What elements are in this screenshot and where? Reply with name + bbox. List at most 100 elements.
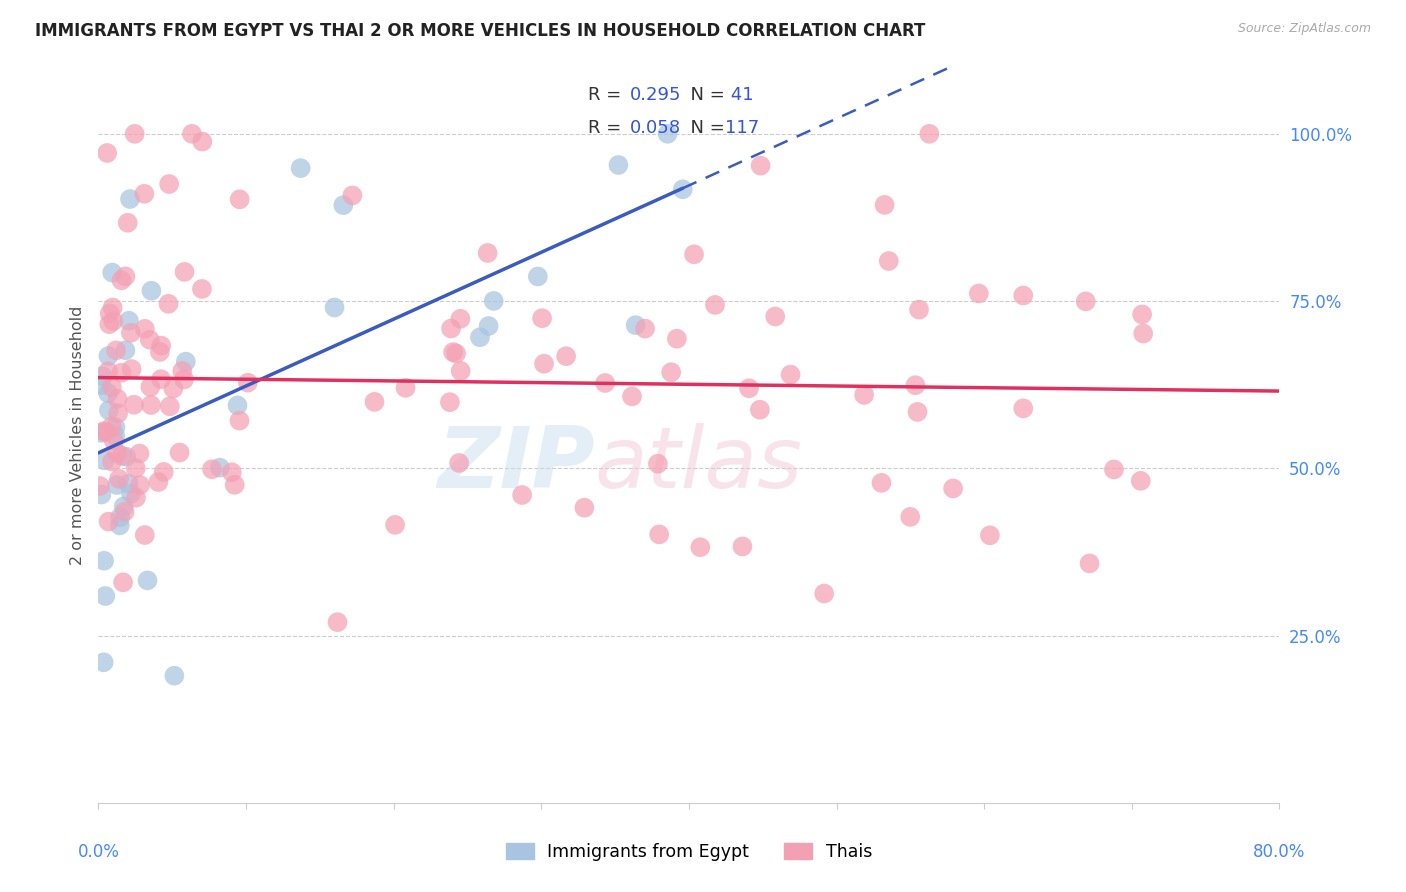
Point — [139, 380, 162, 394]
Point — [478, 318, 501, 333]
Point — [482, 293, 505, 308]
Point — [122, 398, 145, 412]
Point — [97, 515, 120, 529]
Point — [689, 540, 711, 554]
Point — [624, 318, 647, 333]
Point — [904, 378, 927, 392]
Point — [208, 460, 231, 475]
Point — [94, 589, 117, 603]
Point — [117, 476, 139, 491]
Point — [101, 380, 124, 394]
Point — [440, 321, 463, 335]
Point — [118, 192, 141, 206]
Point — [647, 457, 669, 471]
Point — [112, 500, 135, 514]
Point — [574, 500, 596, 515]
Point — [672, 182, 695, 196]
Point — [163, 669, 186, 683]
Point — [134, 322, 156, 336]
Point — [93, 425, 115, 439]
Point — [101, 455, 124, 469]
Point — [110, 366, 132, 380]
Point — [468, 330, 491, 344]
Point — [139, 398, 162, 412]
Point — [853, 388, 876, 402]
Point — [290, 161, 312, 175]
Point — [169, 445, 191, 459]
Point — [201, 462, 224, 476]
Point — [101, 266, 124, 280]
Point — [683, 247, 706, 261]
Text: R =: R = — [588, 87, 627, 104]
Point — [91, 369, 114, 384]
Point — [103, 314, 125, 328]
Point — [323, 301, 346, 315]
Point — [173, 265, 195, 279]
Text: ZIP: ZIP — [437, 423, 595, 506]
Point — [236, 376, 259, 390]
Point — [101, 301, 124, 315]
Point — [593, 376, 616, 390]
Point — [104, 428, 127, 442]
Point — [114, 343, 136, 358]
Point — [104, 420, 127, 434]
Text: 0.295: 0.295 — [630, 87, 681, 104]
Point — [110, 510, 132, 524]
Point — [97, 386, 120, 401]
Point — [363, 395, 385, 409]
Point — [877, 254, 900, 268]
Point — [117, 216, 139, 230]
Point — [439, 395, 461, 409]
Point — [141, 284, 163, 298]
Point — [103, 434, 125, 448]
Point — [157, 297, 180, 311]
Point — [114, 505, 136, 519]
Text: 117: 117 — [725, 119, 759, 137]
Point — [191, 282, 214, 296]
Point — [149, 345, 172, 359]
Text: N =: N = — [679, 87, 730, 104]
Point — [444, 346, 467, 360]
Point — [174, 354, 197, 368]
Point — [1129, 474, 1152, 488]
Point — [441, 345, 464, 359]
Point — [228, 192, 250, 206]
Point — [162, 382, 184, 396]
Point — [105, 343, 128, 358]
Point — [738, 381, 761, 395]
Point — [1012, 288, 1035, 302]
Legend: Immigrants from Egypt, Thais: Immigrants from Egypt, Thais — [499, 836, 879, 868]
Point — [181, 127, 204, 141]
Point — [148, 475, 170, 489]
Point — [657, 127, 679, 141]
Point — [124, 127, 146, 141]
Point — [107, 392, 129, 406]
Point — [1078, 557, 1101, 571]
Point — [813, 586, 835, 600]
Point — [226, 398, 249, 412]
Point — [659, 365, 682, 379]
Point — [449, 456, 471, 470]
Point — [110, 273, 132, 287]
Point — [114, 269, 136, 284]
Point — [332, 198, 354, 212]
Point — [112, 575, 135, 590]
Point — [93, 453, 115, 467]
Point — [763, 310, 786, 324]
Point — [477, 246, 499, 260]
Point — [125, 461, 148, 475]
Point — [665, 332, 688, 346]
Text: 0.0%: 0.0% — [77, 843, 120, 861]
Text: R =: R = — [588, 119, 627, 137]
Text: Source: ZipAtlas.com: Source: ZipAtlas.com — [1237, 22, 1371, 36]
Point — [191, 135, 214, 149]
Point — [98, 306, 121, 320]
Text: IMMIGRANTS FROM EGYPT VS THAI 2 OR MORE VEHICLES IN HOUSEHOLD CORRELATION CHART: IMMIGRANTS FROM EGYPT VS THAI 2 OR MORE … — [35, 22, 925, 40]
Point — [125, 491, 148, 505]
Point — [107, 406, 129, 420]
Point — [173, 372, 195, 386]
Point — [139, 333, 162, 347]
Point — [555, 349, 578, 363]
Point — [531, 311, 554, 326]
Point — [90, 487, 112, 501]
